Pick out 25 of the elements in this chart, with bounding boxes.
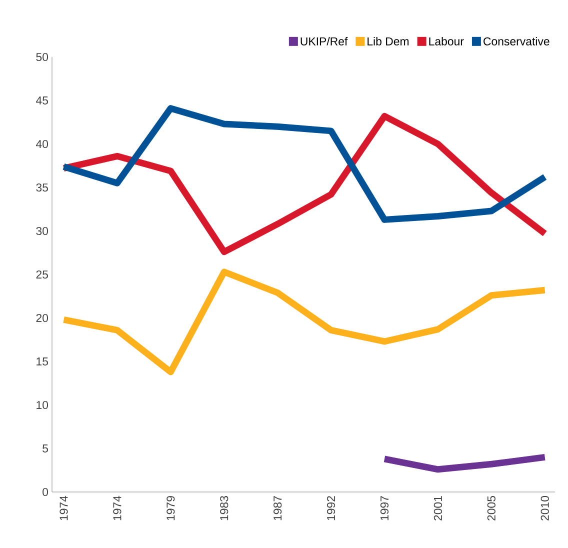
- x-tick-label: 2001: [434, 496, 442, 520]
- y-tick-label: 10: [36, 400, 48, 410]
- y-tick-label: 0: [42, 488, 48, 496]
- x-tick-label: 1987: [274, 496, 282, 520]
- legend-label: UKIP/Ref: [300, 37, 348, 46]
- x-tick-label: 1974: [113, 496, 122, 520]
- x-tick-label: 1979: [166, 496, 175, 520]
- y-tick-label: 25: [36, 270, 48, 279]
- y-tick-label: 15: [36, 358, 48, 366]
- legend-label: Lib Dem: [368, 37, 409, 46]
- x-tick-label: 1983: [220, 496, 228, 520]
- x-tick-label: 1997: [380, 496, 389, 520]
- legend-label: Labour: [429, 37, 464, 46]
- y-tick-label: 40: [36, 140, 48, 148]
- y-tick-label: 30: [36, 226, 48, 236]
- y-tick-label: 35: [36, 183, 48, 192]
- x-tick-label: 1974: [60, 496, 68, 520]
- y-tick-label: 45: [36, 96, 48, 104]
- legend-label: Conservative: [484, 37, 550, 46]
- x-tick-label: 2010: [540, 496, 549, 520]
- x-tick-label: 1992: [326, 496, 336, 520]
- x-tick-label: 2005: [487, 496, 496, 520]
- y-tick-label: 5: [42, 444, 48, 452]
- y-tick-label: 50: [36, 52, 48, 62]
- y-tick-label: 20: [36, 314, 48, 322]
